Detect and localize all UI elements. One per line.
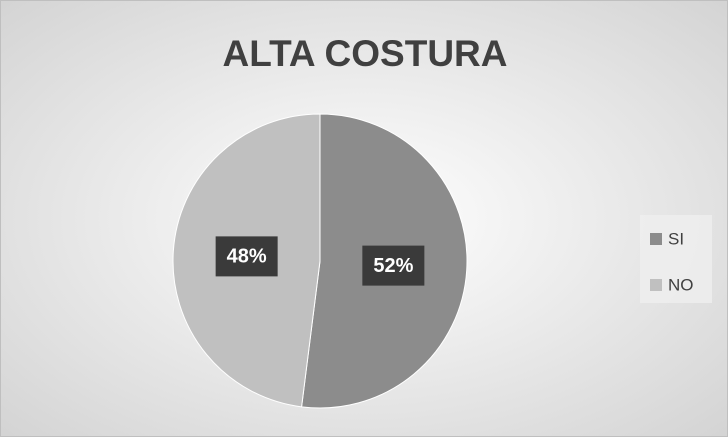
- data-label-box: [362, 245, 425, 286]
- data-label: 52%: [373, 255, 413, 277]
- legend-label: SI: [668, 229, 684, 248]
- legend-swatch: [650, 233, 662, 245]
- data-label: 48%: [227, 246, 267, 268]
- legend-swatch: [650, 279, 662, 291]
- chart-title: ALTA COSTURA: [223, 33, 508, 74]
- data-label-box: [215, 236, 278, 277]
- legend-label: NO: [668, 275, 694, 294]
